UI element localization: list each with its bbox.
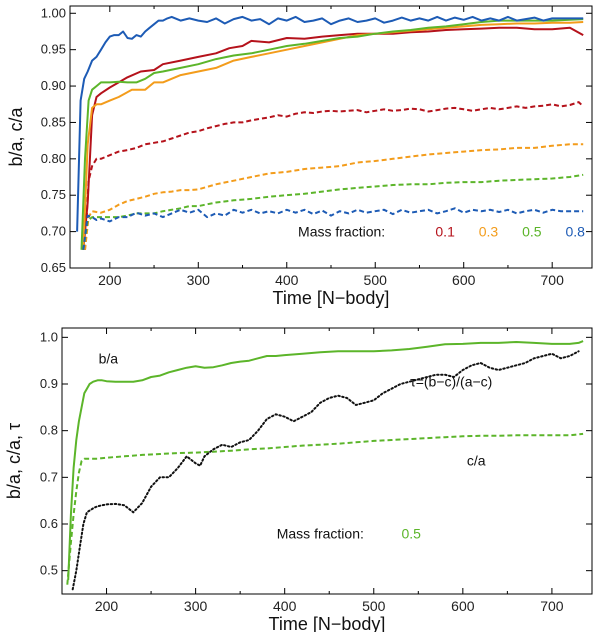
x-tick-label: 500 [362, 598, 386, 614]
x-tick-label: 600 [452, 272, 476, 288]
legend-entry: 0.1 [435, 224, 455, 240]
series-line-b-a-0.1 [82, 26, 584, 250]
legend-entry: 0.3 [479, 224, 499, 240]
series-line-b-a-0.8 [76, 15, 584, 232]
legend-entry: 0.8 [565, 224, 585, 240]
series-group [76, 15, 584, 250]
series-line-c-a-0.1 [84, 101, 584, 250]
legend-title: Mass fraction: [277, 525, 364, 541]
y-tick-label: 0.6 [40, 516, 58, 531]
series-line-b-a-0.5 [80, 18, 584, 250]
series-line-c-a-0.3 [84, 143, 584, 250]
x-tick-label: 400 [273, 598, 297, 614]
x-tick-label: 500 [364, 272, 388, 288]
y-tick-label: 0.85 [41, 114, 66, 129]
y-axis-label: b/a, c/a, τ [4, 423, 24, 499]
x-tick-label: 300 [184, 598, 208, 614]
series-annotation: b/a [99, 350, 119, 366]
x-tick-label: 300 [187, 272, 211, 288]
x-tick-label: 700 [540, 598, 564, 614]
y-tick-label: 0.80 [41, 151, 66, 166]
y-tick-label: 0.7 [40, 469, 58, 484]
y-tick-label: 0.75 [41, 187, 66, 202]
x-axis-label: Time [N−body] [273, 288, 390, 308]
series-line-c-a-0.8 [82, 207, 584, 250]
x-tick-label: 200 [95, 598, 119, 614]
legend-entry: 0.5 [522, 224, 542, 240]
series-annotation: τ=(b−c)/(a−c) [410, 374, 492, 390]
y-tick-label: 1.00 [41, 5, 66, 20]
series-line-b-a-0.3 [82, 21, 584, 250]
y-tick-label: 0.8 [40, 423, 58, 438]
y-tick-label: 0.70 [41, 224, 66, 239]
y-tick-label: 0.90 [41, 78, 66, 93]
y-axis-label: b/a, c/a [6, 106, 26, 166]
series-group [66, 340, 584, 591]
chart-panel-1: 200 300 400 500 600 700 0.65 0.70 0.75 0.80 0.85 0.… [6, 5, 593, 308]
x-tick-label: 600 [451, 598, 475, 614]
x-tick-label: 400 [275, 272, 299, 288]
x-tick-label: 200 [98, 272, 122, 288]
legend-title: Mass fraction: [298, 224, 385, 240]
x-axis-label: Time [N−body] [269, 614, 386, 632]
y-tick-label: 1.0 [40, 329, 58, 344]
series-line-ca [66, 432, 584, 585]
x-tick-label: 700 [541, 272, 565, 288]
chart-panel-2: 200 300 400 500 600 700 0.5 0.6 0.7 0.8 0.9 1.0 Time… [4, 327, 593, 632]
y-tick-label: 0.65 [41, 260, 66, 275]
y-tick-label: 0.5 [40, 563, 58, 578]
series-line-bcac [71, 350, 580, 591]
y-tick-label: 0.95 [41, 42, 66, 57]
y-tick-label: 0.9 [40, 376, 58, 391]
plot-frame [61, 327, 593, 595]
series-line-ba [67, 340, 584, 581]
series-annotation: c/a [467, 453, 486, 469]
legend-entry: 0.5 [401, 525, 421, 541]
